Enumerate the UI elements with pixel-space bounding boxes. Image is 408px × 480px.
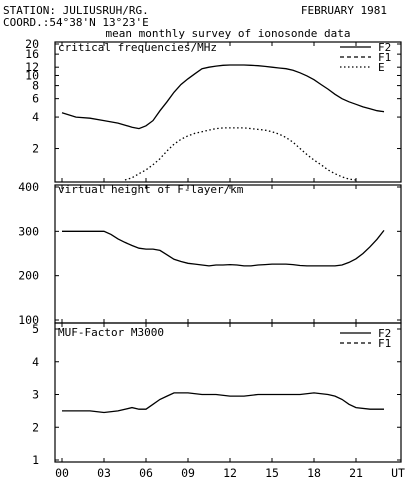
x-tick-label: 15: [265, 466, 279, 480]
legend-label-e: E: [378, 61, 385, 74]
y-tick-label: 300: [18, 224, 39, 238]
x-tick-label: 03: [97, 466, 111, 480]
panel-frame-3: [54, 322, 402, 463]
panel-frame-2: [54, 184, 402, 324]
x-tick-label: 18: [307, 466, 321, 480]
y-tick-label: 5: [32, 322, 39, 336]
legend-label-f1: F1: [378, 51, 391, 64]
x-tick-label: 09: [181, 466, 195, 480]
panel-title-3: MUF-Factor M3000: [58, 326, 164, 339]
x-tick-label: 21: [349, 466, 363, 480]
y-tick-label: 3: [32, 388, 39, 402]
y-tick-label: 400: [18, 180, 39, 194]
y-tick-label: 1: [32, 453, 39, 467]
y-tick-label: 20: [25, 37, 39, 51]
y-tick-label: 100: [18, 313, 39, 327]
panel-title-2: virtual height of F-layer/km: [58, 183, 244, 196]
y-tick-label: 12: [25, 60, 39, 74]
series-line-f2: [62, 392, 384, 414]
series-line-value: [62, 229, 385, 267]
y-tick-label: 2: [32, 420, 39, 434]
y-tick-label: 10: [25, 68, 39, 82]
series-line-f2: [61, 64, 385, 130]
y-tick-label: 2: [32, 142, 39, 156]
panel-frame-1: [54, 41, 402, 183]
y-tick-label: 200: [18, 269, 39, 283]
y-tick-label: 8: [32, 79, 39, 93]
date-label: FEBRUARY 1981: [301, 4, 387, 17]
station-label: STATION: JULIUSRUH/RG.: [3, 4, 149, 17]
x-axis-unit-label: UT: [391, 466, 405, 480]
x-tick-label: 12: [223, 466, 237, 480]
legend-label-f1: F1: [378, 337, 391, 350]
survey-subtitle: mean monthly survey of ionosonde data: [105, 27, 350, 40]
coord-label: COORD.:54°38'N 13°23'E: [3, 16, 149, 29]
x-tick-label: 00: [55, 466, 69, 480]
y-tick-label: 16: [25, 47, 39, 61]
y-tick-label: 4: [32, 355, 39, 369]
x-tick-label: 06: [139, 466, 153, 480]
panel-title-1: critical frequencies/MHz: [58, 41, 217, 54]
legend-label-f2: F2: [378, 327, 391, 340]
legend-label-f2: F2: [378, 41, 391, 54]
y-tick-label: 6: [32, 92, 39, 106]
y-tick-label: 4: [32, 110, 39, 124]
series-line-e: [124, 127, 357, 181]
